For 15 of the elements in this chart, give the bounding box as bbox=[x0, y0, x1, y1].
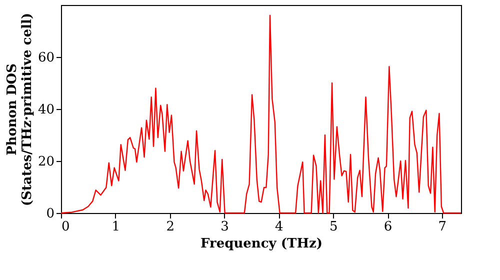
y-tick-label: 60 bbox=[38, 50, 54, 66]
x-tick-label: 0 bbox=[62, 220, 70, 234]
x-tick-label: 3 bbox=[220, 220, 229, 234]
x-tick-label: 1 bbox=[112, 220, 120, 234]
y-tick-label: 20 bbox=[38, 154, 54, 170]
x-axis-title: Frequency (THz) bbox=[200, 236, 323, 252]
y-tick-label: 40 bbox=[38, 102, 54, 118]
x-tick-label: 6 bbox=[384, 220, 392, 234]
x-tick-label: 4 bbox=[275, 220, 284, 234]
x-tick-label: 2 bbox=[166, 220, 174, 234]
x-tick-label: 7 bbox=[438, 220, 447, 234]
x-tick-label: 5 bbox=[329, 220, 338, 234]
y-tick-label: 0 bbox=[46, 206, 54, 222]
y-axis-title: Phonon DOS (States/THz·primitive cell) bbox=[4, 12, 35, 206]
line-series bbox=[60, 14, 462, 214]
